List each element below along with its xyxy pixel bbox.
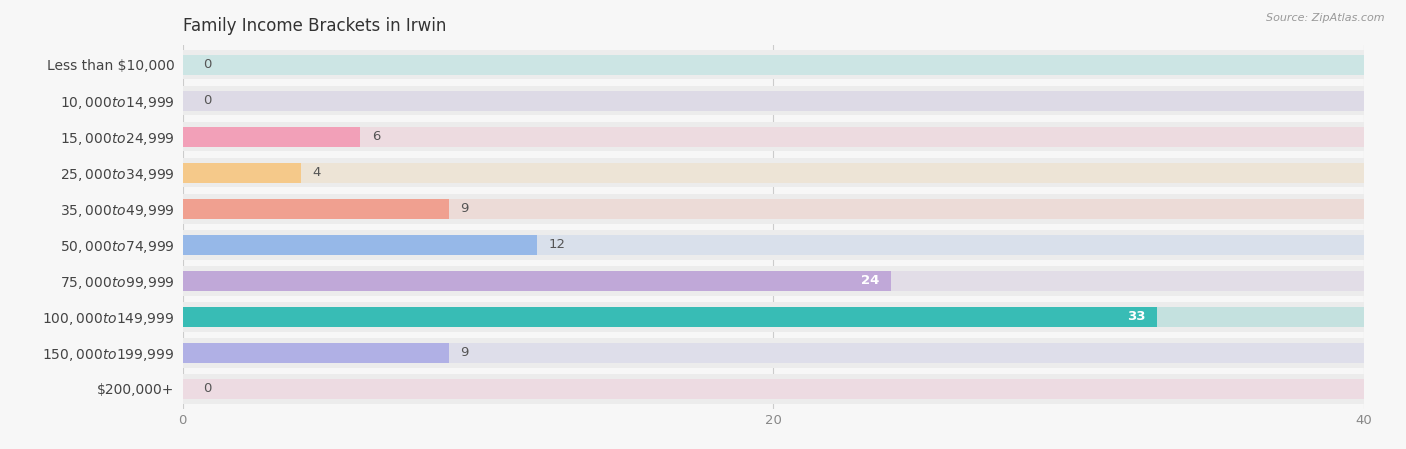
Bar (183, 127, 1364, 147)
Text: 9: 9 (460, 202, 468, 215)
Bar (183, 374, 1364, 404)
Bar (183, 271, 1364, 291)
Bar (183, 307, 1157, 327)
Bar (183, 163, 301, 183)
Bar (183, 91, 1364, 110)
Bar (183, 338, 1364, 368)
Text: 0: 0 (204, 382, 212, 395)
Bar (183, 307, 1364, 327)
Text: 24: 24 (862, 274, 880, 287)
Text: Family Income Brackets in Irwin: Family Income Brackets in Irwin (183, 17, 446, 35)
Bar (183, 127, 360, 147)
Bar (183, 55, 1364, 75)
Text: 4: 4 (312, 166, 321, 179)
Bar (183, 158, 1364, 188)
Bar (183, 199, 1364, 219)
Text: 0: 0 (204, 58, 212, 71)
Text: 12: 12 (548, 238, 565, 251)
Text: 33: 33 (1126, 310, 1146, 323)
Bar (183, 235, 537, 255)
Bar (183, 194, 1364, 224)
Bar (183, 343, 1364, 363)
Text: 6: 6 (371, 130, 380, 143)
Bar (183, 271, 891, 291)
Bar (183, 343, 449, 363)
Text: Source: ZipAtlas.com: Source: ZipAtlas.com (1267, 13, 1385, 23)
Text: 9: 9 (460, 346, 468, 359)
Bar (183, 230, 1364, 260)
Bar (183, 50, 1364, 79)
Bar (183, 199, 449, 219)
Bar (183, 122, 1364, 151)
Bar (183, 86, 1364, 115)
Bar (183, 163, 1364, 183)
Bar (183, 379, 1364, 399)
Text: 0: 0 (204, 94, 212, 107)
Bar (183, 266, 1364, 295)
Bar (183, 302, 1364, 331)
Bar (183, 235, 1364, 255)
